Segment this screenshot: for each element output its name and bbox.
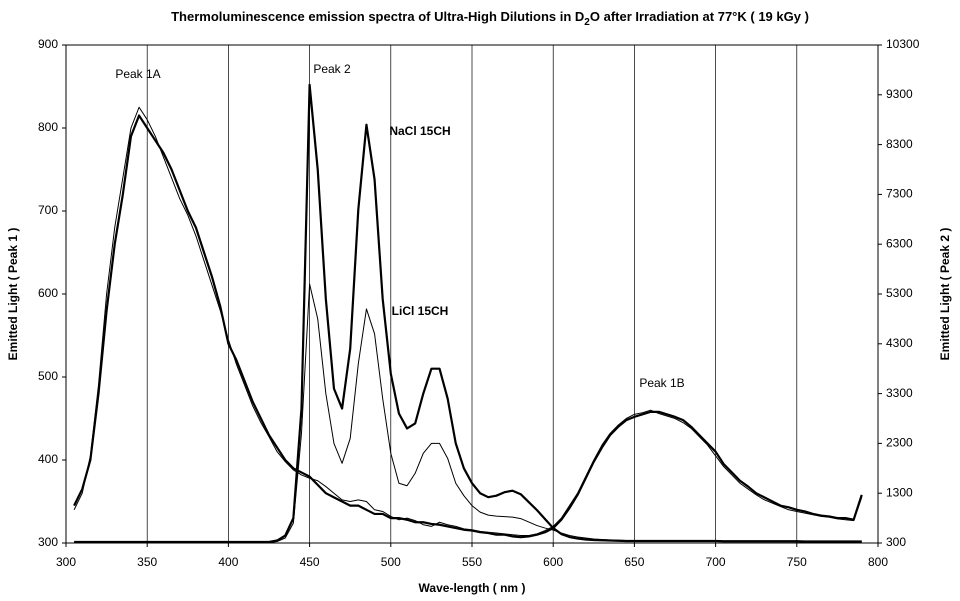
data-line — [73, 106, 863, 537]
data-line — [73, 114, 863, 539]
y2-tick-label: 10300 — [886, 37, 920, 51]
y-tick-label: 900 — [38, 37, 58, 51]
x-tick-label: 650 — [624, 555, 644, 569]
x-tick-label: 800 — [868, 555, 888, 569]
x-tick-label: 300 — [56, 555, 76, 569]
data-line — [74, 83, 862, 544]
annotation: NaCl 15CH — [389, 124, 450, 138]
x-tick-label: 750 — [787, 555, 807, 569]
y2-tick-label: 6300 — [886, 236, 913, 250]
y-axis-label: Emitted Light ( Peak 1 ) — [6, 228, 20, 361]
title-part: Thermoluminescence emission spectra of U… — [171, 9, 584, 24]
y2-tick-label: 5300 — [886, 286, 913, 300]
y2-tick-label: 1300 — [886, 485, 913, 499]
x-tick-label: 700 — [706, 555, 726, 569]
y-tick-label: 300 — [38, 535, 58, 549]
x-tick-label: 400 — [218, 555, 238, 569]
data-line — [74, 283, 862, 543]
x-axis-label: Wave-length ( nm ) — [419, 581, 526, 595]
y2-axis-label: Emitted Light ( Peak 2 ) — [938, 228, 952, 361]
title-part: O after Irradiation at 77°K ( 19 kGy ) — [590, 9, 809, 24]
chart-title: Thermoluminescence emission spectra of U… — [171, 9, 809, 27]
y2-tick-label: 300 — [886, 535, 906, 549]
annotation: Peak 1A — [115, 67, 160, 81]
x-tick-label: 600 — [543, 555, 563, 569]
x-tick-label: 550 — [462, 555, 482, 569]
y-tick-label: 500 — [38, 369, 58, 383]
y-tick-label: 400 — [38, 452, 58, 466]
y2-tick-label: 3300 — [886, 386, 913, 400]
y2-tick-label: 7300 — [886, 187, 913, 201]
y-tick-label: 700 — [38, 203, 58, 217]
y2-tick-label: 2300 — [886, 436, 913, 450]
y-tick-label: 600 — [38, 286, 58, 300]
y-tick-label: 800 — [38, 120, 58, 134]
annotation: LiCl 15CH — [392, 304, 449, 318]
x-tick-label: 450 — [300, 555, 320, 569]
y2-tick-label: 4300 — [886, 336, 913, 350]
x-tick-label: 500 — [381, 555, 401, 569]
title-subscript: 2 — [584, 17, 590, 28]
annotation: Peak 2 — [313, 62, 351, 76]
y2-tick-label: 9300 — [886, 87, 913, 101]
annotation: Peak 1B — [639, 376, 684, 390]
x-tick-label: 350 — [137, 555, 157, 569]
y2-tick-label: 8300 — [886, 137, 913, 151]
